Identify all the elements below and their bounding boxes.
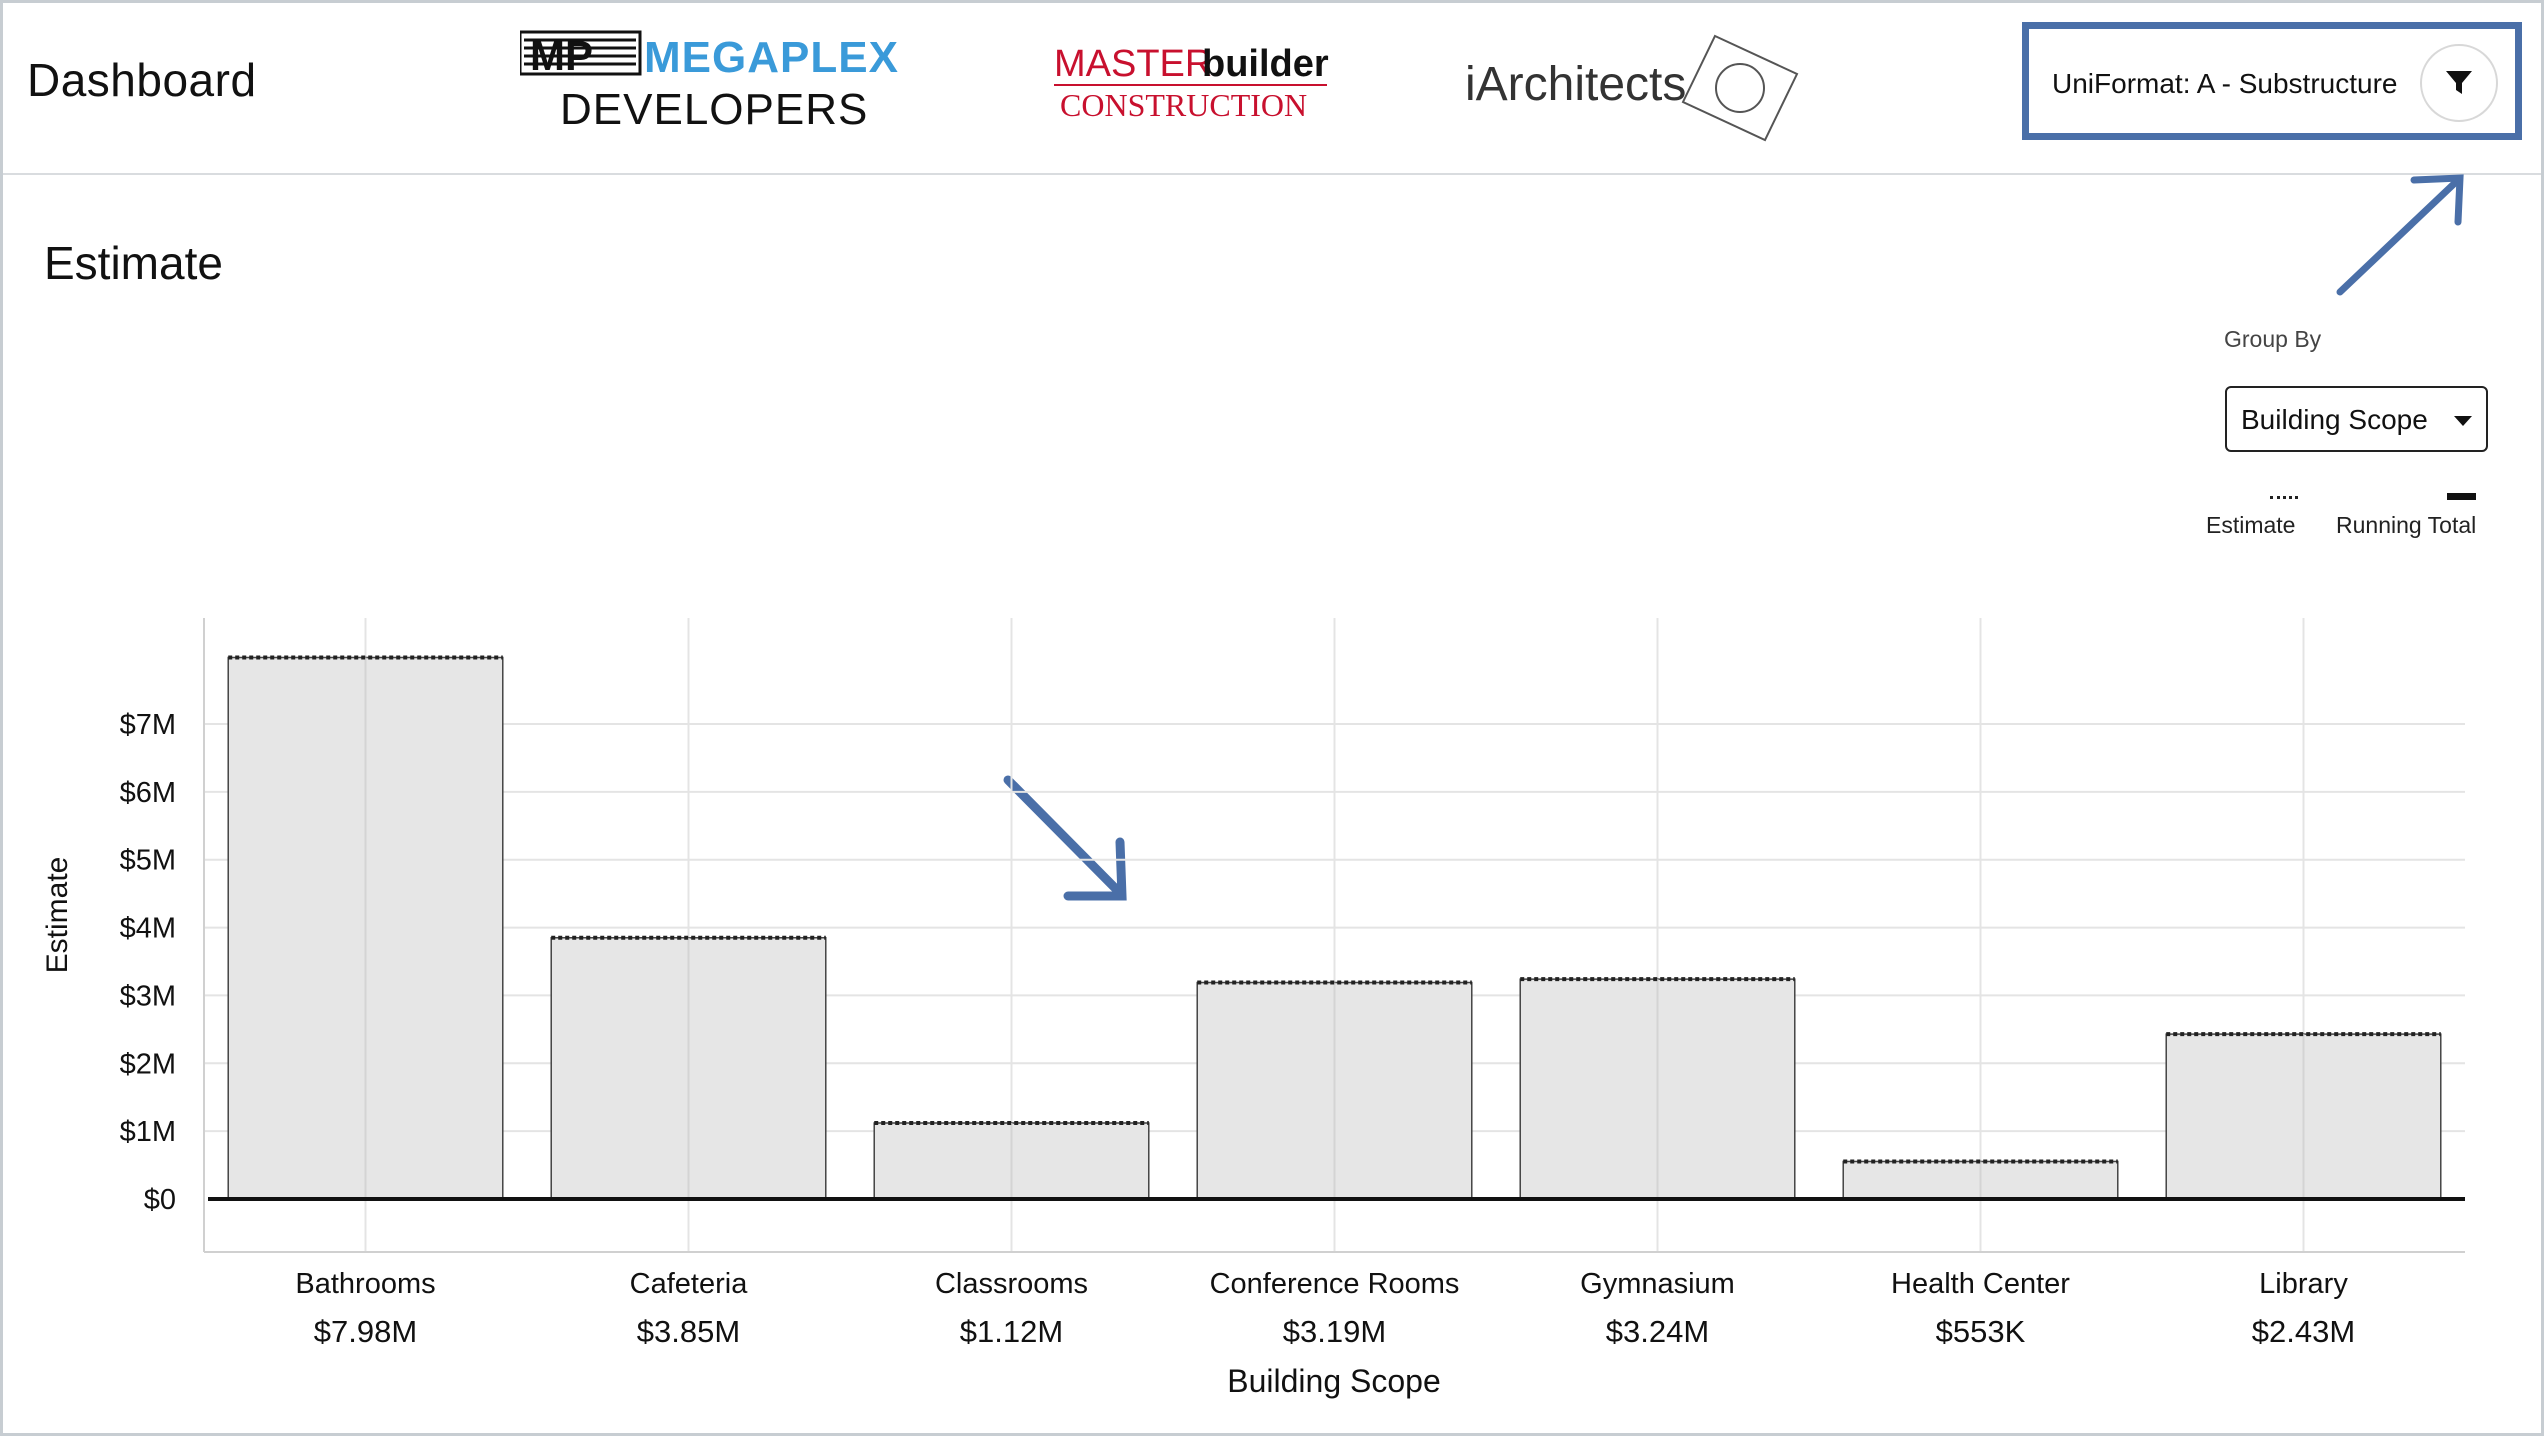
x-value-label: $3.24M [1606,1314,1709,1349]
x-category-label: Health Center [1891,1268,2070,1300]
x-category-label: Bathrooms [295,1268,435,1300]
chevron-down-icon [2454,416,2472,426]
group-by-select[interactable]: Building Scope [2225,386,2488,452]
masterbuilder-builder-text: builder [1202,43,1329,85]
legend-estimate-label: Estimate [2206,512,2296,538]
megaplex-bottom-text: DEVELOPERS [560,85,868,134]
legend-estimate-swatch [2270,496,2298,499]
page-title: Dashboard [27,54,257,106]
y-tick-label: $1M [120,1116,176,1148]
megaplex-mark: MP [518,30,642,79]
masterbuilder-construction-text: CONSTRUCTION [1060,87,1307,123]
filter-highlight-box [2022,22,2522,140]
x-value-label: $1.12M [960,1314,1063,1349]
x-value-label: $3.19M [1283,1314,1386,1349]
x-category-label: Cafeteria [630,1268,749,1300]
y-tick-label: $2M [120,1048,176,1080]
masterbuilder-master-text: MASTER [1054,43,1212,85]
megaplex-mark-text: MP [530,32,593,79]
y-tick-label: $3M [120,980,176,1012]
legend-running-total-label: Running Total [2336,512,2477,538]
y-tick-label: $7M [120,709,176,741]
megaplex-top-text: MEGAPLEX [644,33,899,82]
x-value-label: $3.85M [637,1314,740,1349]
x-category-label: Conference Rooms [1210,1268,1460,1300]
x-category-label: Classrooms [935,1268,1088,1300]
x-category-label: Gymnasium [1580,1268,1735,1300]
x-value-label: $553K [1936,1314,2026,1349]
y-tick-label: $6M [120,777,176,809]
y-axis-title: Estimate [41,857,74,974]
x-category-label: Library [2259,1268,2348,1300]
iarchitects-logo: iArchitects [1465,28,1805,148]
group-by-value: Building Scope [2241,404,2428,435]
x-value-label: $2.43M [2252,1314,2355,1349]
y-tick-label: $4M [120,913,176,945]
section-title: Estimate [44,237,223,289]
x-value-label: $7.98M [314,1314,417,1349]
filter-button[interactable] [2420,44,2498,122]
group-by-label: Group By [2224,326,2322,352]
x-axis-title: Building Scope [1227,1363,1440,1399]
megaplex-logo: MP MEGAPLEX DEVELOPERS [518,26,940,146]
iarchitects-mark [1681,34,1799,142]
masterbuilder-logo: MASTER builder CONSTRUCTION [1052,40,1332,130]
y-tick-label: $0 [144,1184,176,1216]
legend-running-total-swatch [2447,493,2476,500]
y-tick-label: $5M [120,845,176,877]
filter-label: UniFormat: A - Substructure [2052,68,2398,99]
header-bar: Dashboard [3,3,2541,175]
iarchitects-text: iArchitects [1465,58,1686,111]
filter-icon [2446,71,2472,94]
